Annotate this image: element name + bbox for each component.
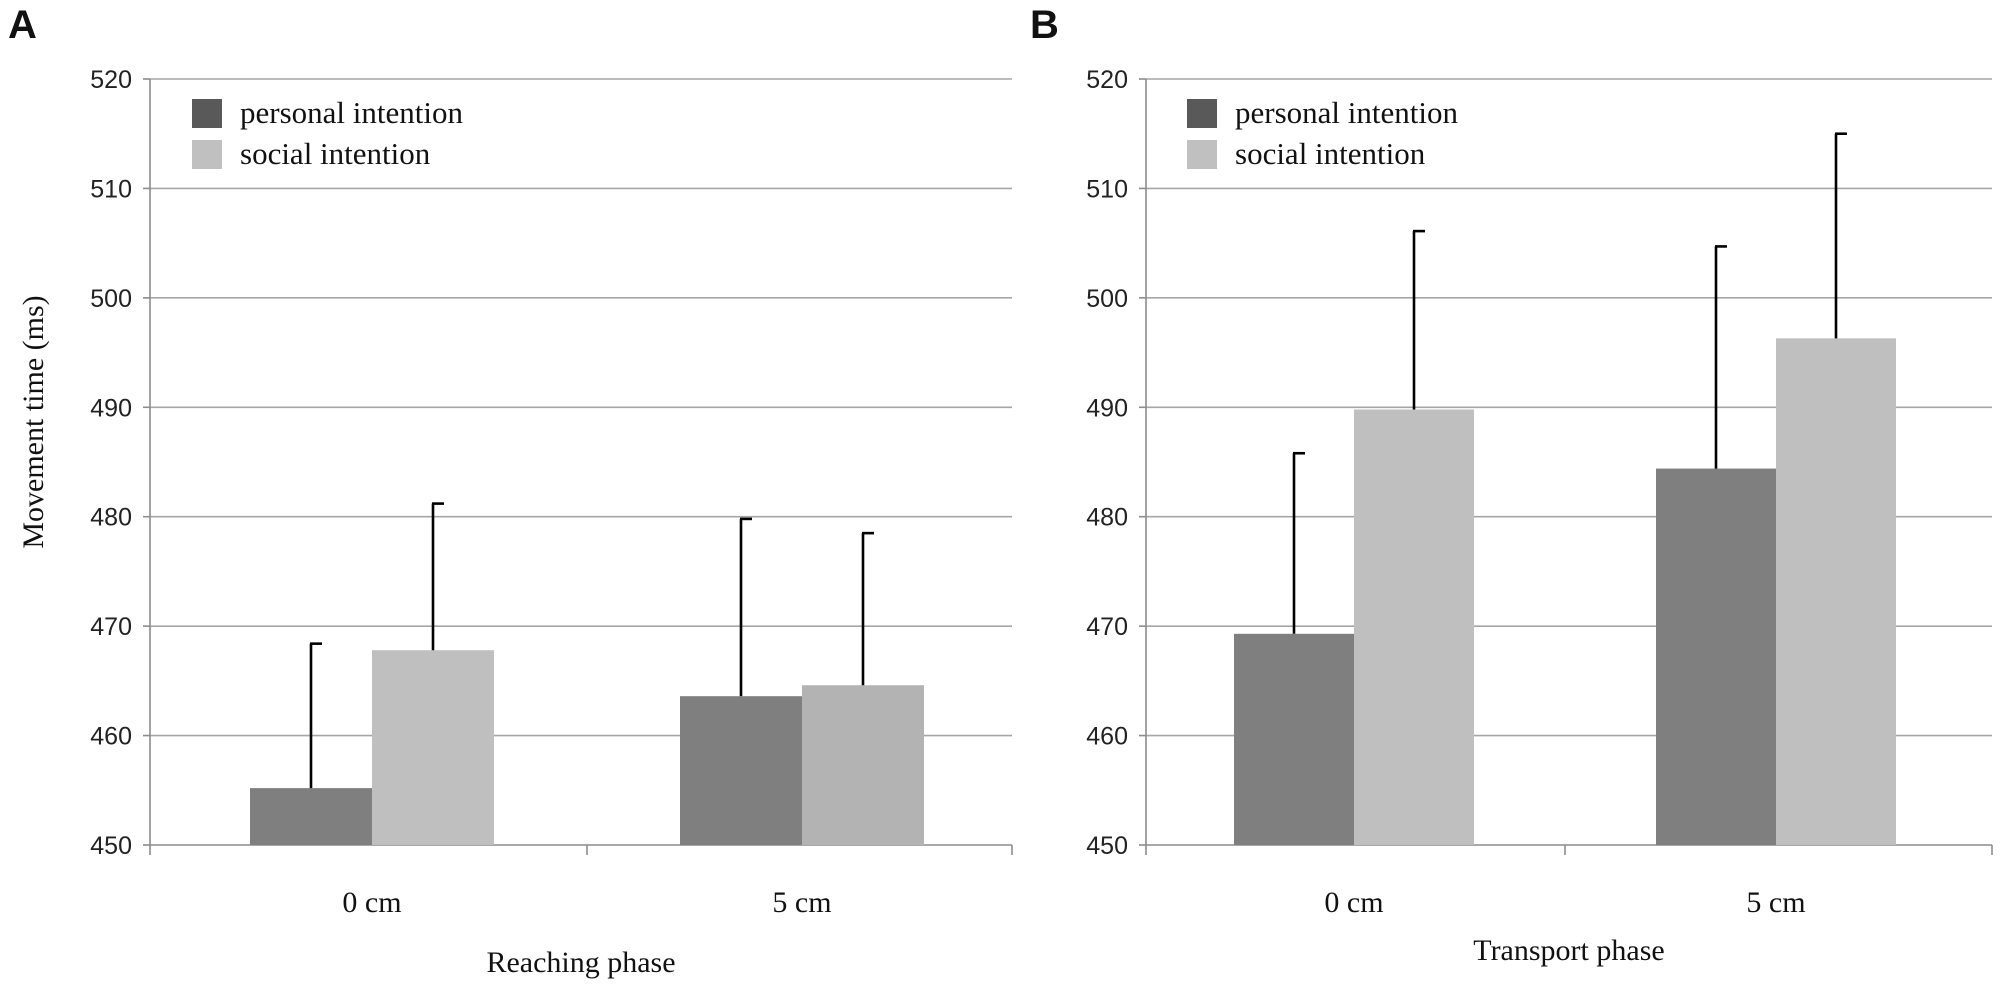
panel-a-bar-social-intention-0-cm [372, 650, 494, 845]
panel-a-category-label-5-cm: 5 cm [772, 886, 831, 919]
panel-a-y-tick-label-470: 470 [90, 613, 132, 641]
panel-a-y-axis-title: Movement time (ms) [17, 295, 50, 548]
panel-b-y-tick-label-510: 510 [1086, 175, 1128, 203]
panel-a-y-tick-label-490: 490 [90, 394, 132, 422]
panel-b-y-tick-label-480: 480 [1086, 504, 1128, 532]
panel-a-y-tick-label-450: 450 [90, 832, 132, 860]
panel-a: A 450 460 470 480 490 500 510 520 0 cm 5 cm Reachin… [8, 3, 1013, 979]
panel-a-category-label-0-cm: 0 cm [342, 886, 401, 919]
panel-b-y-tick-label-470: 470 [1086, 613, 1128, 641]
panel-b-legend-label-personal-intention: personal intention [1235, 95, 1458, 130]
panel-b-legend: personal intention social intention [1187, 95, 1458, 171]
panel-a-y-tick-label-460: 460 [90, 723, 132, 751]
panel-b-bar-social-intention-5-cm [1776, 338, 1896, 845]
panel-a-legend: personal intention social intention [192, 95, 463, 171]
panel-a-bar-social-intention-5-cm [802, 685, 924, 845]
panel-a-legend-swatch-social-intention [192, 140, 222, 169]
panel-a-y-tick-label-500: 500 [90, 285, 132, 313]
panel-b-legend-swatch-social-intention [1187, 140, 1217, 169]
panel-b-category-label-0-cm: 0 cm [1324, 886, 1383, 919]
panel-a-y-tick-label-520: 520 [90, 66, 132, 94]
panel-a-legend-label-social-intention: social intention [240, 136, 431, 171]
panel-b-y-tick-label-490: 490 [1086, 394, 1128, 422]
panel-a-legend-label-personal-intention: personal intention [240, 95, 463, 130]
panel-b-bar-personal-intention-0-cm [1234, 633, 1354, 845]
panel-b-y-tick-label-460: 460 [1086, 723, 1128, 751]
panel-a-x-axis-title: Reaching phase [486, 946, 675, 979]
panel-b-legend-label-social-intention: social intention [1235, 136, 1426, 171]
panel-a-y-tick-label-480: 480 [90, 504, 132, 532]
panel-a-bar-personal-intention-5-cm [680, 696, 802, 845]
panel-a-y-tick-label-510: 510 [90, 175, 132, 203]
panel-a-legend-swatch-personal-intention [192, 99, 222, 128]
panel-b-x-axis-title: Transport phase [1473, 934, 1664, 967]
panel-b-legend-swatch-personal-intention [1187, 99, 1217, 128]
panel-a-letter: A [8, 3, 37, 47]
panel-b-y-tick-label-450: 450 [1086, 832, 1128, 860]
panel-a-bar-personal-intention-0-cm [250, 788, 372, 845]
panel-b-y-tick-label-500: 500 [1086, 285, 1128, 313]
panel-b-y-tick-label-520: 520 [1086, 66, 1128, 94]
panel-b: B 450 460 470 480 490 500 510 520 0 cm 5 cm Transpo… [1030, 3, 1993, 967]
panel-b-bar-social-intention-0-cm [1354, 409, 1474, 845]
panel-b-letter: B [1030, 3, 1059, 47]
panel-b-category-label-5-cm: 5 cm [1746, 886, 1805, 919]
panel-b-bar-personal-intention-5-cm [1656, 468, 1776, 845]
